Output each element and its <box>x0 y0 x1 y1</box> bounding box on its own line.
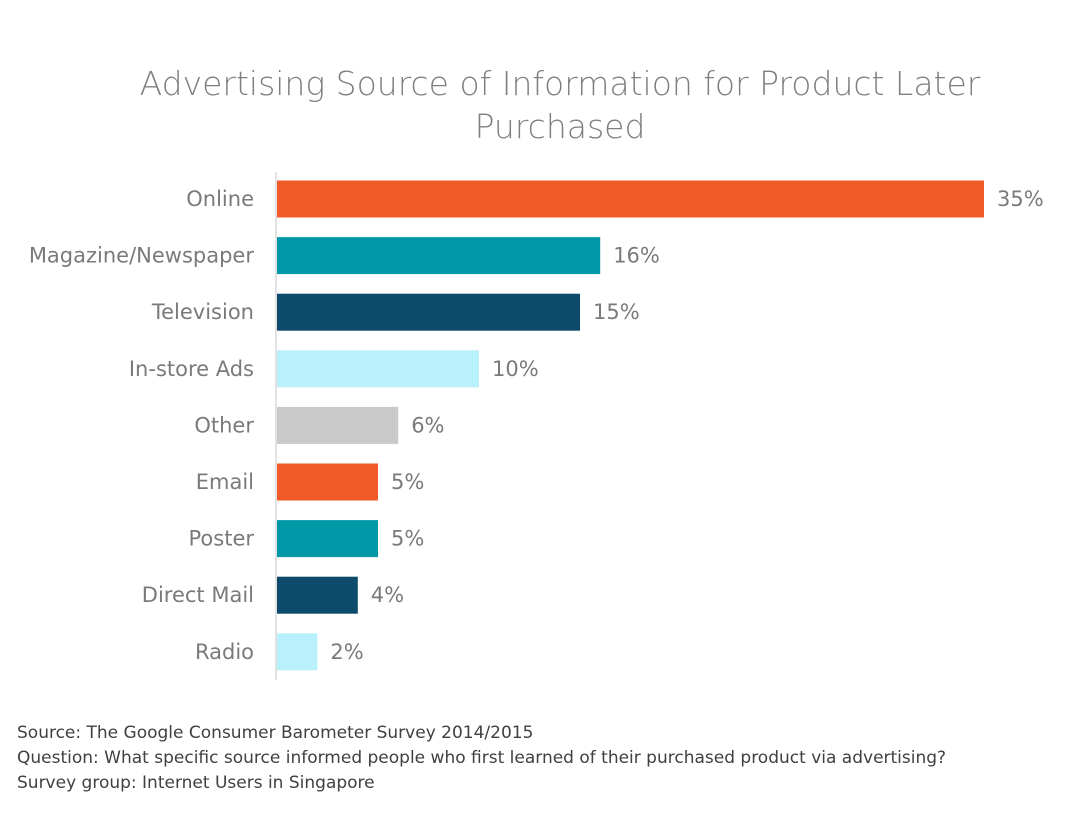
question-note: Question: What specific source informed … <box>17 748 947 768</box>
bar <box>277 463 378 501</box>
bar <box>277 237 601 275</box>
category-label: In-store Ads <box>129 357 254 381</box>
bar <box>277 180 984 218</box>
footnotes: Source: The Google Consumer Barometer Su… <box>17 721 946 796</box>
bar <box>277 520 378 558</box>
bar <box>277 350 479 388</box>
value-label: 16% <box>613 244 660 268</box>
category-label: Magazine/Newspaper <box>29 244 255 268</box>
bar <box>277 633 318 671</box>
value-label: 35% <box>997 187 1044 211</box>
category-label: Online <box>186 187 254 211</box>
category-label: Email <box>196 470 254 494</box>
chart-title: Advertising Source of Information for Pr… <box>139 64 981 146</box>
bar <box>277 406 399 444</box>
value-label: 5% <box>391 527 424 551</box>
bars-layer: Online 35% Magazine/Newspaper 16% Television… <box>29 180 1044 671</box>
category-label: Television <box>151 300 254 324</box>
value-label: 2% <box>330 640 363 664</box>
category-label: Direct Mail <box>142 583 254 607</box>
category-label: Radio <box>195 640 254 664</box>
source-note: Source: The Google Consumer Barometer Su… <box>17 723 534 743</box>
bar <box>277 576 358 614</box>
category-label: Poster <box>189 527 255 551</box>
bar <box>277 293 580 331</box>
bar-chart: Online 35% Magazine/Newspaper 16% Television… <box>29 172 1044 680</box>
survey-group-note: Survey group: Internet Users in Singapor… <box>17 773 375 793</box>
value-label: 4% <box>371 583 404 607</box>
value-label: 6% <box>411 413 444 437</box>
value-label: 10% <box>492 357 539 381</box>
value-label: 15% <box>593 300 640 324</box>
category-label: Other <box>194 413 254 437</box>
value-label: 5% <box>391 470 424 494</box>
